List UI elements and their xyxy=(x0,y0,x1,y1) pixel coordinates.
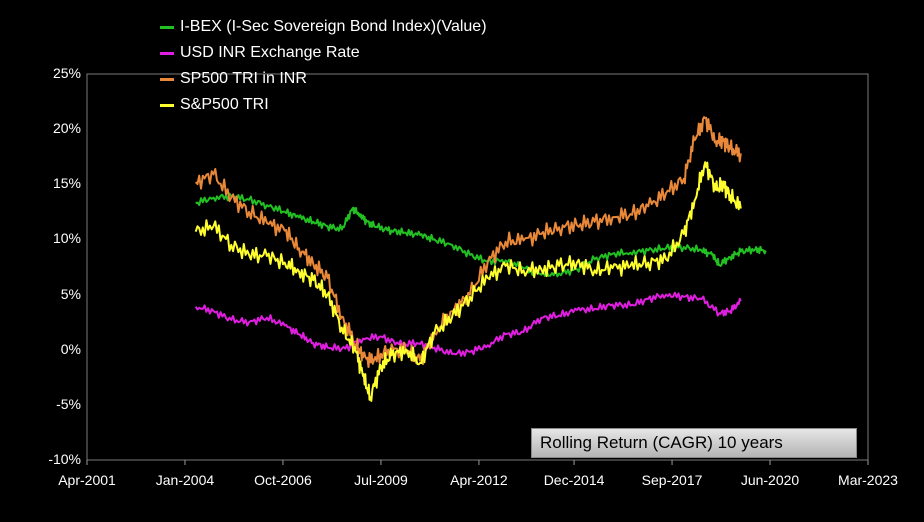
x-tick-label: Jun-2020 xyxy=(740,472,800,488)
legend-label: I-BEX (I-Sec Sovereign Bond Index)(Value… xyxy=(180,18,487,35)
series-group xyxy=(194,116,767,402)
series-line-1 xyxy=(195,192,767,278)
plot-area xyxy=(86,73,869,461)
annotation-box: Rolling Return (CAGR) 10 years xyxy=(531,428,857,458)
y-tick-label: 20% xyxy=(52,120,81,137)
legend-item: S&P500 TRI xyxy=(160,94,269,116)
legend-item: I-BEX (I-Sec Sovereign Bond Index)(Value… xyxy=(160,16,487,38)
series-line-3 xyxy=(194,116,742,368)
legend-label: USD INR Exchange Rate xyxy=(180,44,360,61)
y-tick-label: 10% xyxy=(52,230,81,247)
y-tick-label: -5% xyxy=(56,395,81,412)
x-tick-label: Apr-2012 xyxy=(450,472,508,488)
legend-swatch xyxy=(160,77,174,81)
x-tick-label: Jan-2004 xyxy=(155,472,215,488)
x-tick-label: Jul-2009 xyxy=(354,472,408,488)
legend-item: SP500 TRI in INR xyxy=(160,68,307,90)
x-axis-tick-marks xyxy=(86,460,869,465)
y-tick-label: 25% xyxy=(52,65,81,81)
legend-item: USD INR Exchange Rate xyxy=(160,42,360,64)
x-tick-label: Apr-2001 xyxy=(58,472,116,488)
y-tick-label: 15% xyxy=(52,175,81,192)
series-line-4 xyxy=(194,161,742,402)
y-tick-label: 0% xyxy=(60,340,81,357)
legend-swatch xyxy=(160,25,174,29)
x-tick-label: Sep-2017 xyxy=(641,472,703,488)
x-tick-label: Oct-2006 xyxy=(254,472,312,488)
legend-label: SP500 TRI in INR xyxy=(180,70,307,87)
legend-swatch xyxy=(160,51,174,55)
legend-label: S&P500 TRI xyxy=(180,96,269,113)
x-tick-label: Mar-2023 xyxy=(838,472,898,488)
y-tick-label: 5% xyxy=(60,285,81,302)
series-line-2 xyxy=(194,291,742,357)
annotation-label: Rolling Return (CAGR) 10 years xyxy=(540,433,783,452)
legend-swatch xyxy=(160,103,174,107)
x-tick-label: Dec-2014 xyxy=(543,472,605,488)
y-tick-label: -10% xyxy=(48,451,81,467)
